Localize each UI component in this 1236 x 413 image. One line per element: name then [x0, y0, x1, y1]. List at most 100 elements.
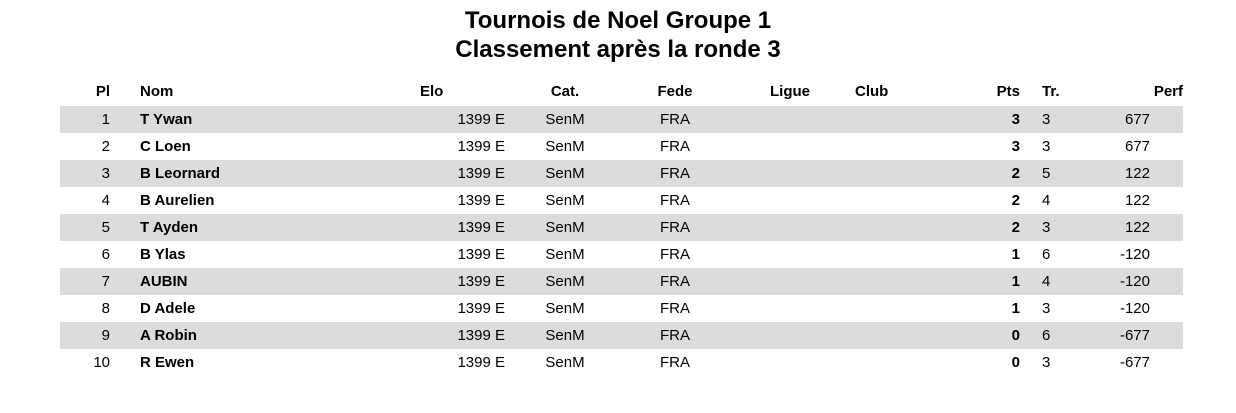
cell-fede: FRA — [660, 354, 690, 371]
cell-pts: 0 — [1011, 354, 1020, 371]
cell-fede: FRA — [660, 273, 690, 290]
table-row: 9 A Robin 1399 E SenM FRA 0 6 -677 — [60, 322, 1183, 349]
cell-fede: FRA — [660, 111, 690, 128]
cell-pts: 2 — [1011, 165, 1020, 182]
cell-rank: 6 — [101, 246, 110, 263]
column-header-pl: Pl — [95, 83, 110, 100]
cell-pts: 1 — [1011, 246, 1020, 263]
cell-cat: SenM — [545, 273, 585, 290]
cell-pts: 0 — [1011, 327, 1020, 344]
cell-tr: 6 — [1042, 327, 1051, 344]
cell-fede: FRA — [660, 192, 690, 209]
cell-cat: SenM — [545, 111, 585, 128]
cell-pts: 3 — [1011, 111, 1020, 128]
cell-tr: 6 — [1042, 246, 1051, 263]
column-header-fede: Fede — [657, 83, 693, 100]
cell-perf: -120 — [1119, 246, 1150, 263]
cell-perf: 677 — [1124, 111, 1150, 128]
cell-name: T Ywan — [140, 111, 193, 128]
cell-perf: 122 — [1124, 219, 1150, 236]
table-row: 2 C Loen 1399 E SenM FRA 3 3 677 — [60, 133, 1183, 160]
cell-club — [855, 214, 975, 241]
cell-elo: 1399 E — [457, 192, 505, 209]
cell-rank: 5 — [101, 219, 110, 236]
cell-cat: SenM — [545, 327, 585, 344]
cell-ligue — [725, 322, 855, 349]
cell-club — [855, 106, 975, 133]
cell-rank: 7 — [101, 273, 110, 290]
cell-ligue — [725, 133, 855, 160]
cell-name: R Ewen — [140, 354, 195, 371]
cell-elo: 1399 E — [457, 138, 505, 155]
table-row: 4 B Aurelien 1399 E SenM FRA 2 4 122 — [60, 187, 1183, 214]
cell-ligue — [725, 268, 855, 295]
table-row: 6 B Ylas 1399 E SenM FRA 1 6 -120 — [60, 241, 1183, 268]
cell-tr: 3 — [1042, 219, 1051, 236]
cell-name: AUBIN — [140, 273, 188, 290]
cell-club — [855, 322, 975, 349]
cell-perf: -677 — [1119, 354, 1150, 371]
cell-rank: 9 — [101, 327, 110, 344]
cell-ligue — [725, 106, 855, 133]
cell-cat: SenM — [545, 138, 585, 155]
cell-cat: SenM — [545, 300, 585, 317]
column-header-perf: Perf — [1153, 83, 1183, 100]
cell-name: D Adele — [140, 300, 196, 317]
cell-perf: -677 — [1119, 327, 1150, 344]
cell-fede: FRA — [660, 165, 690, 182]
cell-cat: SenM — [545, 219, 585, 236]
cell-elo: 1399 E — [457, 273, 505, 290]
cell-rank: 10 — [93, 354, 110, 371]
cell-rank: 3 — [101, 165, 110, 182]
cell-cat: SenM — [545, 354, 585, 371]
column-header-elo: Elo — [420, 83, 444, 100]
header-row: Pl Nom Elo Cat. Fede Ligue Club Pts Tr. … — [60, 64, 1183, 106]
cell-rank: 4 — [101, 192, 110, 209]
cell-ligue — [725, 349, 855, 376]
cell-tr: 4 — [1042, 192, 1051, 209]
cell-club — [855, 187, 975, 214]
cell-tr: 5 — [1042, 165, 1051, 182]
cell-perf: -120 — [1119, 273, 1150, 290]
cell-ligue — [725, 160, 855, 187]
cell-perf: 122 — [1124, 192, 1150, 209]
cell-name: T Ayden — [140, 219, 199, 236]
cell-cat: SenM — [545, 165, 585, 182]
cell-tr: 3 — [1042, 354, 1051, 371]
column-header-ligue: Ligue — [770, 83, 810, 100]
column-header-club: Club — [855, 83, 889, 100]
column-header-cat: Cat. — [550, 83, 580, 100]
cell-fede: FRA — [660, 327, 690, 344]
cell-pts: 2 — [1011, 219, 1020, 236]
cell-perf: -120 — [1119, 300, 1150, 317]
table-row: 5 T Ayden 1399 E SenM FRA 2 3 122 — [60, 214, 1183, 241]
cell-club — [855, 349, 975, 376]
cell-name: C Loen — [140, 138, 191, 155]
cell-pts: 2 — [1011, 192, 1020, 209]
cell-name: B Ylas — [140, 246, 186, 263]
cell-elo: 1399 E — [457, 300, 505, 317]
standings-table: Pl Nom Elo Cat. Fede Ligue Club Pts Tr. … — [60, 64, 1183, 376]
cell-tr: 3 — [1042, 111, 1051, 128]
cell-cat: SenM — [545, 246, 585, 263]
cell-tr: 3 — [1042, 300, 1051, 317]
column-header-pts: Pts — [996, 83, 1020, 100]
cell-pts: 1 — [1011, 273, 1020, 290]
cell-fede: FRA — [660, 300, 690, 317]
cell-elo: 1399 E — [457, 165, 505, 182]
cell-rank: 1 — [101, 111, 110, 128]
cell-ligue — [725, 214, 855, 241]
cell-fede: FRA — [660, 219, 690, 236]
cell-club — [855, 268, 975, 295]
cell-club — [855, 160, 975, 187]
cell-ligue — [725, 187, 855, 214]
ranking-subtitle: Classement après la ronde 3 — [455, 36, 781, 63]
table-row: 3 B Leornard 1399 E SenM FRA 2 5 122 — [60, 160, 1183, 187]
cell-club — [855, 295, 975, 322]
cell-rank: 8 — [101, 300, 110, 317]
cell-pts: 3 — [1011, 138, 1020, 155]
table-row: 1 T Ywan 1399 E SenM FRA 3 3 677 — [60, 106, 1183, 133]
cell-elo: 1399 E — [457, 327, 505, 344]
cell-elo: 1399 E — [457, 246, 505, 263]
table-row: 8 D Adele 1399 E SenM FRA 1 3 -120 — [60, 295, 1183, 322]
